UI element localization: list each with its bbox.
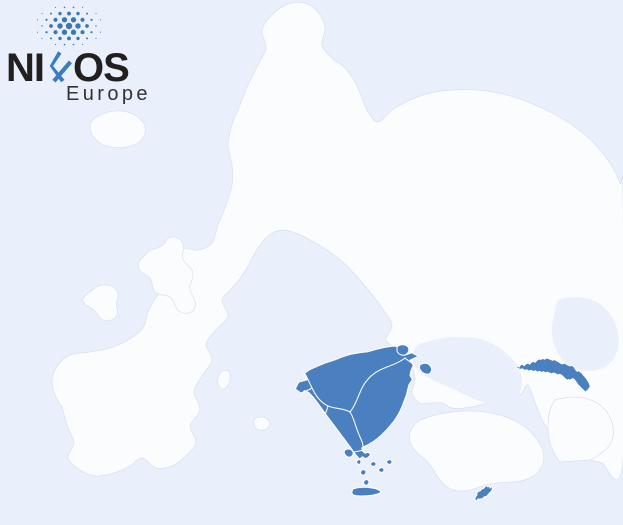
svg-text:Europe: Europe — [66, 83, 151, 105]
svg-text:NI: NI — [6, 46, 44, 90]
